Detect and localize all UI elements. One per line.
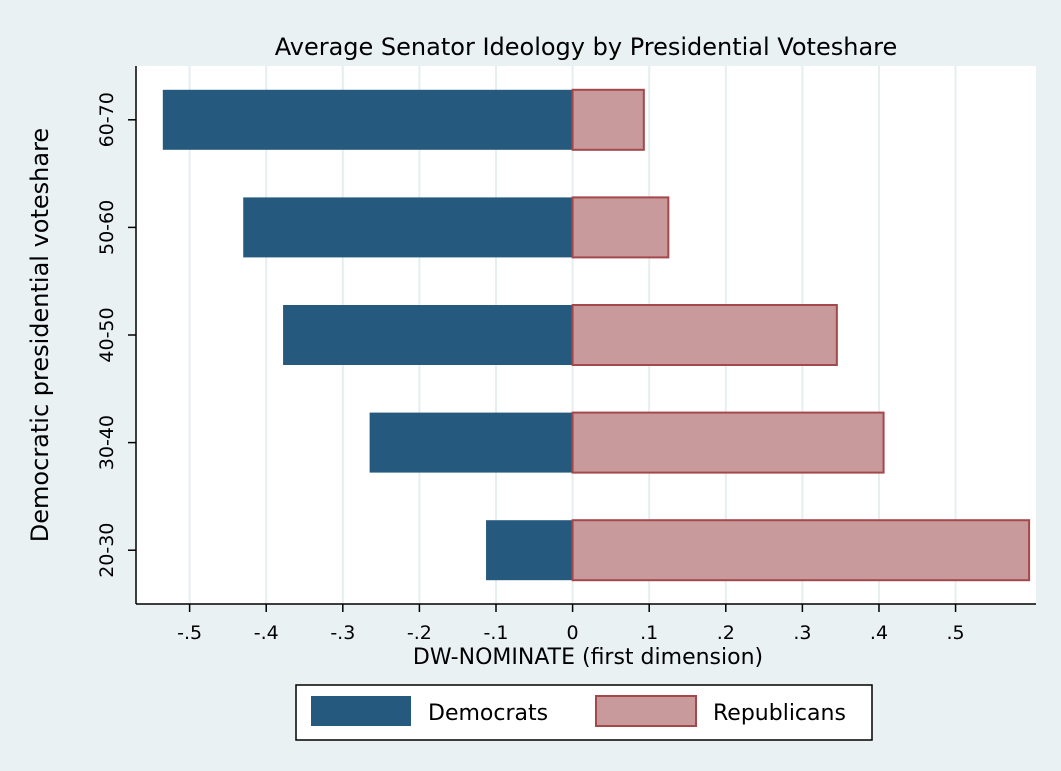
y-category-label: 30-40: [96, 415, 118, 470]
x-tick-label: 0: [567, 622, 579, 644]
y-categories: 60-70 50-60 40-50 30-40 20-30: [96, 92, 136, 578]
y-axis-title: Democratic presidential voteshare: [26, 128, 54, 542]
legend-label-republicans: Republicans: [713, 701, 846, 726]
bar-democrats: [162, 89, 573, 150]
x-tick-label: -.1: [484, 622, 509, 644]
x-tick-label: .4: [870, 622, 888, 644]
bar-republicans: [571, 196, 670, 259]
chart-title: Average Senator Ideology by Presidential…: [275, 33, 898, 61]
x-tick-label: -.5: [177, 622, 202, 644]
y-category-label: 20-30: [96, 523, 118, 578]
x-tick-label: .2: [717, 622, 735, 644]
bar-democrats: [486, 520, 573, 581]
x-tick-label: -.3: [330, 622, 355, 644]
legend-swatch-democrats: [311, 696, 411, 726]
x-ticks: -.5 -.4 -.3 -.2 -.1 0 .1 .2 .3 .4 .5: [177, 604, 965, 644]
bar-republicans: [571, 304, 838, 366]
x-tick-label: .1: [640, 622, 658, 644]
bar-republicans: [571, 411, 885, 474]
bar-republicans: [571, 519, 1031, 582]
bar-democrats: [369, 412, 573, 473]
x-tick-label: -.2: [407, 622, 432, 644]
bar-republicans: [571, 88, 645, 151]
y-category-label: 50-60: [96, 200, 118, 255]
y-category-label: 60-70: [96, 92, 118, 147]
bars: [162, 88, 1031, 582]
x-axis-title: DW-NOMINATE (first dimension): [413, 645, 763, 670]
x-tick-label: .5: [947, 622, 965, 644]
y-category-label: 40-50: [96, 307, 118, 362]
legend-label-democrats: Democrats: [428, 701, 548, 726]
legend-swatch-republicans: [595, 695, 697, 727]
legend: Democrats Republicans: [295, 684, 873, 741]
x-tick-label: .3: [793, 622, 811, 644]
bar-democrats: [283, 305, 573, 365]
bar-democrats: [243, 197, 573, 258]
x-tick-label: -.4: [254, 622, 279, 644]
